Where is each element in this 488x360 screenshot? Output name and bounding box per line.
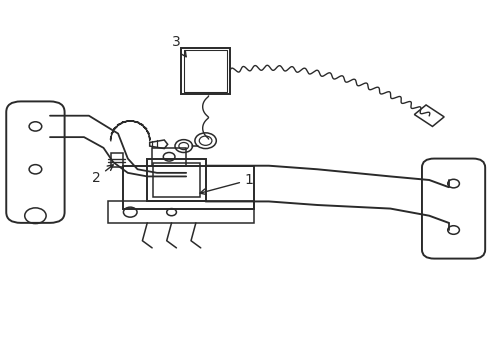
Text: 3: 3: [172, 36, 186, 57]
Text: 1: 1: [200, 173, 253, 194]
Text: 2: 2: [92, 165, 113, 185]
